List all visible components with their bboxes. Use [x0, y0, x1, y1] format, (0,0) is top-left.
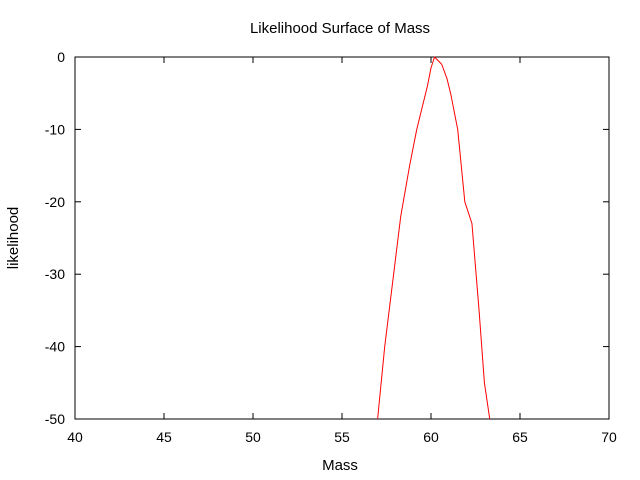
- x-tick-label: 40: [67, 429, 83, 445]
- x-tick-label: 70: [601, 429, 617, 445]
- y-tick-label: -50: [45, 411, 65, 427]
- y-tick-label: -10: [45, 121, 65, 137]
- x-tick-label: 45: [156, 429, 172, 445]
- y-tick-label: -20: [45, 194, 65, 210]
- x-tick-label: 50: [245, 429, 261, 445]
- chart-title: Likelihood Surface of Mass: [250, 20, 430, 37]
- y-axis-title: likelihood: [5, 207, 22, 270]
- y-tick-label: 0: [57, 49, 65, 65]
- y-tick-label: -40: [45, 339, 65, 355]
- x-axis: 40 45 50 55 60 65 70: [67, 57, 617, 445]
- plot-frame: [74, 56, 610, 420]
- x-tick-label: 55: [334, 429, 350, 445]
- y-axis: 0 -10 -20 -30 -40 -50: [45, 49, 609, 427]
- y-tick-label: -30: [45, 266, 65, 282]
- series-line: [377, 56, 491, 420]
- x-tick-label: 60: [423, 429, 439, 445]
- x-axis-title: Mass: [322, 457, 358, 474]
- x-tick-label: 65: [512, 429, 528, 445]
- series-layer: [377, 56, 491, 420]
